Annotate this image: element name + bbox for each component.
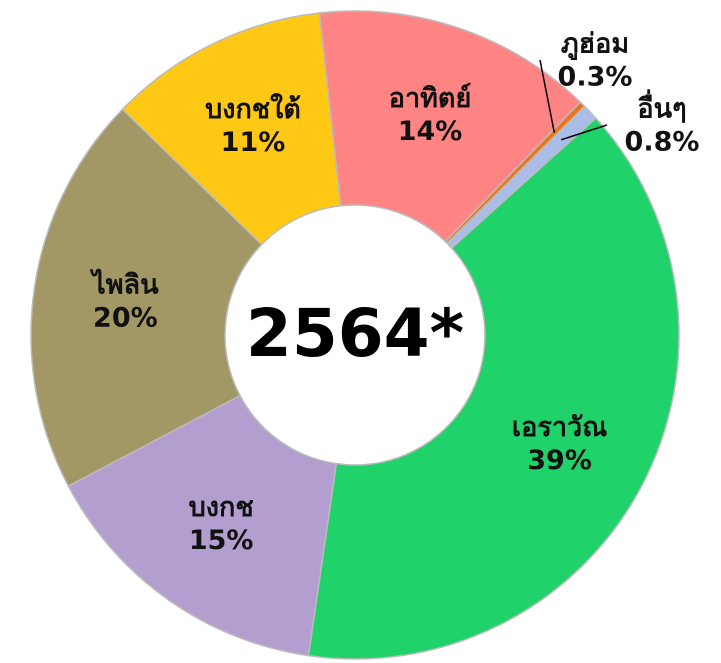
slice-value-label: 0.8%: [625, 127, 700, 158]
slice-label: บงกช: [189, 492, 254, 523]
slice-label: เอราวัณ: [512, 412, 607, 443]
donut-slice: [318, 10, 582, 243]
slice-value-label: 11%: [221, 127, 286, 158]
slice-label: อาทิตย์: [389, 82, 472, 114]
slice-value-label: 15%: [189, 525, 254, 556]
slice-value-label: 20%: [93, 303, 158, 334]
leader-line: [539, 59, 556, 133]
slice-label: บงกชใต้: [205, 93, 301, 125]
donut-slice: [307, 117, 680, 660]
slice-label: ไพลิน: [89, 269, 159, 301]
donut-slice: [30, 108, 263, 488]
slice-value-label: 0.3%: [558, 62, 633, 93]
slice-label: อื่นๆ: [637, 89, 686, 125]
center-label: 2564*: [246, 295, 464, 372]
slice-value-label: 39%: [527, 445, 592, 476]
leader-line: [560, 124, 608, 141]
donut-slice: [121, 12, 342, 246]
slice-value-label: 14%: [398, 116, 463, 147]
donut-slice: [67, 394, 338, 657]
slice-label: ภูฮ่อม: [561, 29, 629, 61]
donut-slice: [446, 105, 597, 250]
